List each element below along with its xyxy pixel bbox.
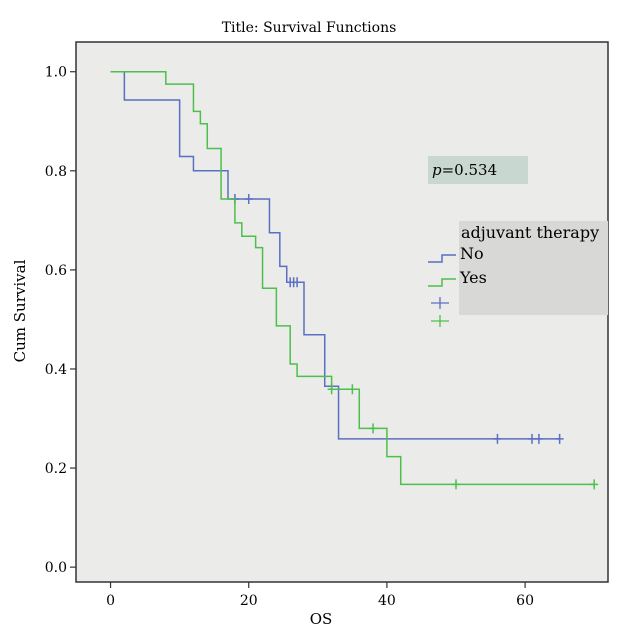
censor-mark-no [555, 433, 564, 444]
series-no [110, 70, 564, 444]
censor-mark-no [534, 433, 543, 444]
y-axis-title: Cum Survival [11, 259, 29, 362]
legend-entry-yes: Yes [459, 268, 487, 287]
x-tick-label: 0 [106, 593, 115, 609]
legend-yes-step-icon [428, 278, 456, 287]
y-tick-label: 1.0 [45, 65, 67, 81]
x-tick-label: 40 [378, 593, 396, 609]
censor-mark-yes [348, 384, 357, 395]
censor-mark-yes [452, 479, 460, 490]
legend-no-step-icon [428, 254, 456, 263]
censor-mark-no [244, 194, 253, 205]
legend-yes-censor-icon [431, 315, 449, 327]
y-tick-label: 0.2 [45, 461, 67, 477]
y-tick-label: 0.6 [45, 263, 67, 279]
legend-entry-no: No [460, 244, 484, 263]
chart-title: Title: Survival Functions [222, 20, 397, 36]
x-axis-ticks: 0 20 40 60 [106, 582, 534, 609]
p-value-symbol: p [432, 161, 442, 179]
legend-no-censor-icon [431, 297, 449, 309]
survival-curve-no [110, 70, 560, 440]
legend: adjuvant therapy No Yes [428, 221, 608, 327]
y-tick-label: 0.0 [45, 560, 67, 576]
censor-mark-no [493, 433, 502, 444]
censor-mark-no [293, 277, 302, 288]
censor-mark-yes [327, 384, 336, 395]
series-yes [110, 70, 599, 490]
censor-mark-yes [369, 423, 378, 434]
x-tick-label: 60 [516, 593, 534, 609]
x-axis-title: OS [310, 610, 333, 628]
p-value-label: p=0.534 [432, 161, 497, 179]
legend-background [459, 221, 608, 315]
y-tick-label: 0.8 [45, 164, 67, 180]
survival-curve-yes [110, 70, 595, 486]
p-value-value: =0.534 [442, 161, 498, 179]
y-axis-ticks: 0.0 0.2 0.4 0.6 0.8 1.0 [45, 65, 76, 576]
legend-title: adjuvant therapy [461, 223, 599, 242]
y-tick-label: 0.4 [45, 362, 67, 378]
x-tick-label: 20 [240, 593, 258, 609]
censor-mark-no [528, 433, 536, 444]
series-layer [110, 70, 599, 490]
censor-mark-yes [590, 479, 599, 490]
p-value-box [428, 156, 528, 184]
